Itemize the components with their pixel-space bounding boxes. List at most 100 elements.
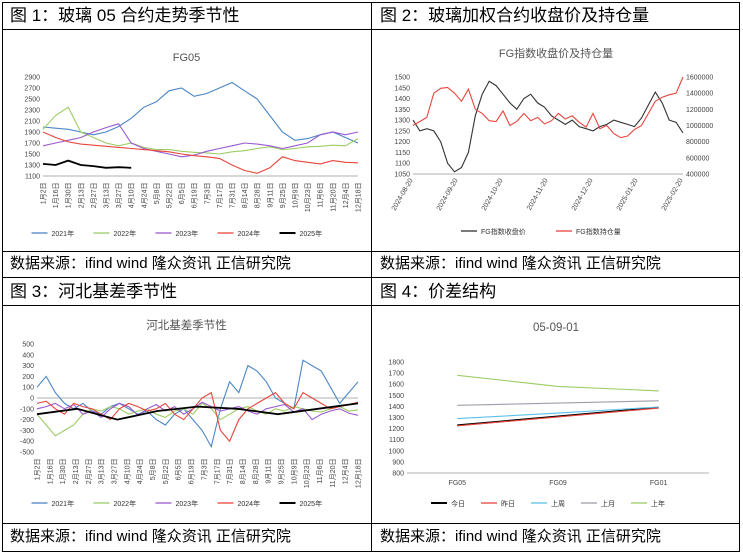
y-tick-label: 400 [22,352,34,359]
x-tick-label: 5月8日 [149,459,157,481]
x-tick-label: 11月20日 [329,183,337,212]
x-tick-label: 11月6日 [316,459,324,484]
chart-title: 河北基差季节性 [146,318,227,332]
series-line-3 [36,391,359,443]
x-tick-label: 12月18日 [355,183,363,213]
x-tick-label: 3月27日 [115,183,123,209]
y-tick-label: 1250 [394,128,410,135]
x-tick-label: 5月8日 [153,183,161,205]
y-tick-label: 1100 [395,161,410,168]
y-tick-label: 1700 [388,371,404,378]
y-tick-label: 1500 [24,152,40,159]
series-line-4 [457,374,659,392]
fg-index-price-oi-chart: FG指数收盘价及持仓量 1500 1450 1400 1350 1300 1250 1200 1… [391,46,714,236]
series-line-1 [457,407,659,427]
grid-divider-caption-bottom [2,305,740,306]
series-line-4 [36,402,359,421]
source-figure-4: 数据来源：ifind wind 隆众资讯 正信研究院 [380,528,661,545]
x-tick-label: 9月25日 [279,183,287,209]
x-tick-label: 12月18日 [355,459,363,489]
x-tick-label: 5月22日 [166,183,174,209]
series-line-2 [457,406,659,420]
legend-label-4: 上年 [651,499,665,508]
y-tick-label: 1400 [388,404,404,411]
grid-divider-caption-top [2,29,740,30]
y-tick-label: -400 [20,439,34,446]
x-tick-label: 2月13日 [77,183,85,209]
series-line-1 [36,402,359,437]
series-line-3 [42,131,359,174]
x-tick-label: 6月5日 [175,459,183,481]
y-tick-label: 1200 [394,139,410,146]
legend-label-0: 2021年 [52,499,75,508]
x-tick-label: 11月20日 [329,459,337,488]
y-tick-label: -300 [20,428,34,435]
legend-label-0: FG指数收盘价 [481,227,526,236]
x-tick-label: 2月27日 [85,459,93,485]
grid-divider-source-bottom [2,523,740,524]
x-tick-label: 2025-02-20 [661,177,685,212]
y-tick-label: 1300 [388,415,404,422]
x-tick-label: 1月16日 [52,183,60,209]
y-right-tick-label: 1600000 [686,75,713,82]
y-tick-label: 1600 [388,382,404,389]
y-tick-label: 1150 [395,150,410,157]
x-tick-label: 1月2日 [40,183,48,205]
x-tick-label: 6月5日 [178,183,186,205]
x-tick-label: 9月11日 [266,183,274,208]
x-tick-label: 2024-11-20 [526,177,550,211]
series-line-4 [42,159,132,169]
y-tick-label: 1900 [24,130,40,137]
y-tick-label: 0 [30,396,34,403]
x-tick-label: 2月13日 [72,459,80,485]
source-figure-1: 数据来源：ifind wind 隆众资讯 正信研究院 [10,255,291,272]
y-tick-label: -500 [20,450,34,457]
x-tick-label: 8月28日 [252,459,260,485]
y-tick-label: 300 [22,363,34,370]
y-tick-label: 1100 [389,437,404,444]
x-tick-label: 8月14日 [241,183,249,209]
series-line-1 [42,106,359,155]
x-tick-label: 11月6日 [317,183,325,208]
y-tick-label: 1300 [394,118,410,125]
legend-label-2: 2023年 [176,499,199,508]
legend-label-1: 昨日 [501,499,515,508]
legend-label-4: 2025年 [300,499,323,508]
caption-figure-1: 图 1：玻璃 05 合约走势季节性 [10,6,240,25]
x-tick-label: 6月19日 [188,459,196,485]
y-tick-label: 1200 [388,426,404,433]
legend-label-0: 今日 [451,499,465,508]
y-tick-label: 500 [22,342,34,349]
chart-title: FG05 [173,52,201,64]
legend-label-1: 2022年 [114,499,137,508]
series-line-1 [412,76,684,139]
y-tick-label: 1050 [394,172,410,179]
legend-label-1: FG指数持仓量 [576,227,621,236]
x-tick-label: 9月11日 [265,459,273,484]
x-tick-label: 3月13日 [103,183,111,209]
y-right-tick-label: 1400000 [686,91,713,98]
x-tick-label: 4月10日 [128,183,136,209]
x-tick-label: 12月4日 [342,183,350,209]
y-tick-label: -100 [20,406,34,413]
source-figure-3: 数据来源：ifind wind 隆众资讯 正信研究院 [10,528,291,545]
y-tick-label: 1350 [394,107,410,114]
grid-divider-source-top [2,251,740,252]
chart-title: 05-09-01 [533,322,579,334]
y-tick-label: 2900 [24,75,40,82]
x-tick-label: 2024-12-20 [571,177,595,212]
y-right-tick-label: 600000 [686,155,709,162]
x-tick-label: 10月9日 [290,459,298,485]
legend-label-4: 2025年 [300,229,323,238]
fg05-seasonal-chart: FG05 2900 2700 2500 2300 2100 1900 1700 1500 1300… [24,52,363,238]
y-tick-label: 800 [392,471,404,478]
y-right-tick-label: 400000 [686,172,709,179]
x-tick-label: 3月13日 [98,459,106,485]
x-tick-label: 7月17日 [213,459,221,485]
x-tick-label: 7月31日 [226,459,234,485]
y-tick-label: 1000 [388,448,404,455]
y-tick-label: 2700 [24,86,40,93]
series-line-0 [412,80,684,173]
x-tick-label: 4月24日 [140,183,148,209]
y-tick-label: 1500 [394,75,410,82]
